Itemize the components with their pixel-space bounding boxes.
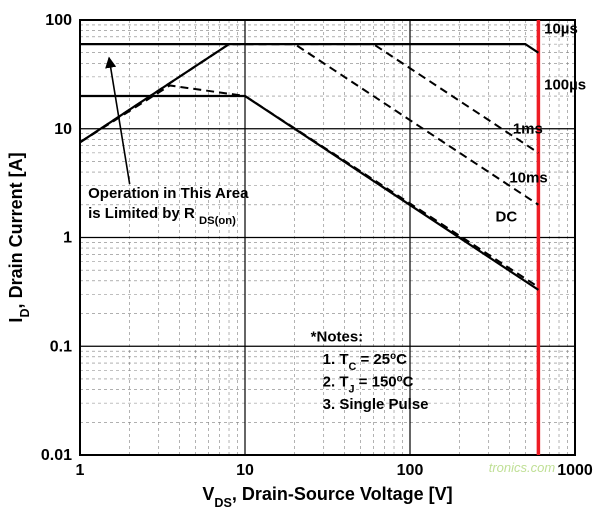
- curve-label-1ms: 1ms: [513, 121, 543, 138]
- x-tick-label: 10: [236, 462, 254, 479]
- curve-label-10ms: 10ms: [509, 170, 547, 187]
- curve-label-100us: 100µs: [544, 76, 586, 93]
- y-tick-label: 100: [45, 12, 72, 29]
- chart-svg: 10µs 100µs 1ms 10ms DC 1 10 100 1000 0.01 0.1 1 10 10…: [0, 0, 600, 516]
- curve-label-10us: 10µs: [544, 21, 578, 38]
- soa-chart: 10µs 100µs 1ms 10ms DC 1 10 100 1000 0.01 0.1 1 10 10…: [0, 0, 600, 516]
- notes-title: *Notes:: [311, 329, 364, 346]
- y-tick-label: 10: [54, 121, 72, 138]
- y-tick-label: 0.01: [41, 447, 72, 464]
- x-tick-label: 1: [76, 462, 85, 479]
- y-tick-label: 1: [63, 230, 72, 247]
- notes-item-3: 3. Single Pulse: [323, 396, 429, 413]
- curve-label-dc: DC: [496, 209, 518, 226]
- watermark: tronics.com: [489, 460, 556, 475]
- y-tick-label: 0.1: [50, 338, 72, 355]
- operation-note-line1: Operation in This Area: [88, 185, 249, 202]
- x-tick-label: 100: [397, 462, 424, 479]
- x-tick-label: 1000: [557, 462, 593, 479]
